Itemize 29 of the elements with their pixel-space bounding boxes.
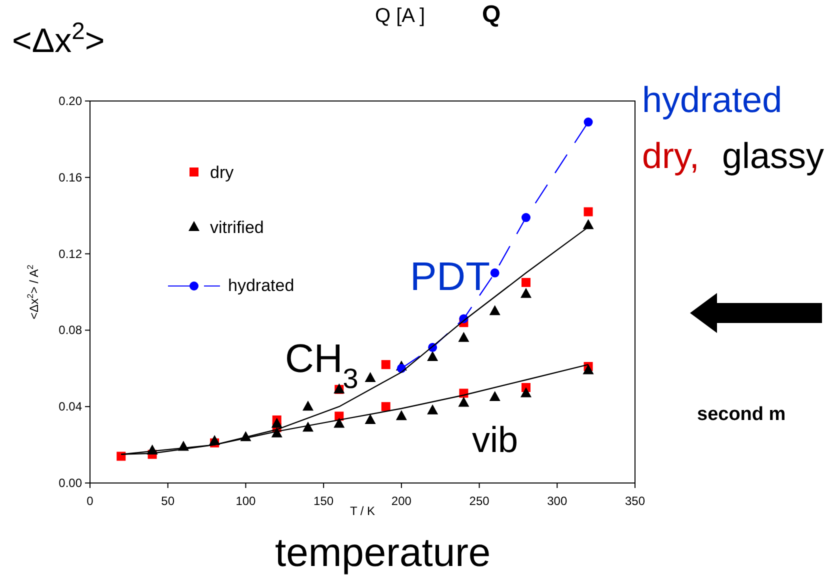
x-axis-title: T / K bbox=[350, 504, 376, 518]
x-tick-label: 200 bbox=[391, 494, 412, 508]
text: glassy bbox=[722, 135, 824, 176]
legend-label: dry bbox=[210, 163, 234, 182]
text: dry, bbox=[642, 135, 700, 176]
y-tick-label: 0.04 bbox=[58, 400, 82, 414]
x-tick-label: 350 bbox=[624, 494, 646, 508]
annotation: PDT bbox=[410, 255, 490, 299]
text: Q bbox=[482, 1, 501, 28]
x-tick-label: 100 bbox=[236, 494, 256, 508]
y-tick-label: 0.00 bbox=[58, 476, 82, 490]
annotation: vib bbox=[472, 419, 518, 460]
text: <Δx$^{2}$> bbox=[12, 18, 105, 60]
x-tick-label: 150 bbox=[314, 494, 334, 508]
text: temperature bbox=[275, 531, 491, 575]
text: second m bbox=[697, 404, 786, 425]
y-tick-label: 0.20 bbox=[58, 94, 82, 108]
y-tick-label: 0.16 bbox=[58, 170, 82, 184]
legend-label: hydrated bbox=[228, 276, 294, 295]
x-tick-label: 0 bbox=[86, 494, 94, 508]
legend-label: vitrified bbox=[210, 218, 264, 237]
text: hydrated bbox=[642, 79, 782, 120]
x-tick-label: 50 bbox=[161, 494, 175, 508]
y-tick-label: 0.08 bbox=[58, 323, 82, 338]
text: Q [A ] bbox=[375, 5, 426, 27]
annotation: CH$_{3}$ bbox=[285, 337, 358, 394]
x-tick-label: 250 bbox=[469, 494, 490, 508]
x-tick-label: 300 bbox=[547, 494, 568, 508]
y-tick-label: 0.12 bbox=[58, 246, 82, 261]
